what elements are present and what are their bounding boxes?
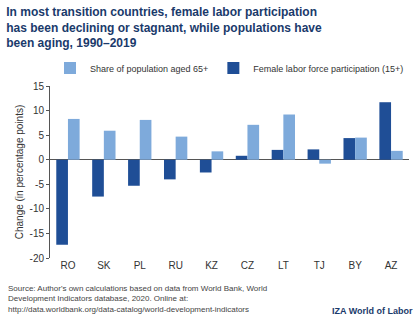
svg-text:TJ: TJ [314, 260, 325, 271]
svg-text:0: 0 [38, 154, 44, 165]
svg-text:BY: BY [348, 260, 362, 271]
svg-text:RU: RU [168, 260, 182, 271]
svg-text:PL: PL [134, 260, 147, 271]
svg-text:-5: -5 [35, 179, 44, 190]
svg-text:LT: LT [278, 260, 289, 271]
svg-text:CZ: CZ [241, 260, 254, 271]
svg-text:Share of population aged 65+: Share of population aged 65+ [90, 64, 208, 74]
svg-text:-15: -15 [30, 228, 45, 239]
svg-text:RO: RO [60, 260, 75, 271]
svg-text:Source: Author's own calculati: Source: Author's own calculations based … [8, 284, 267, 314]
svg-text:SK: SK [97, 260, 111, 271]
svg-text:Female labor force participati: Female labor force participation (15+) [253, 64, 403, 74]
svg-text:-20: -20 [30, 253, 45, 264]
svg-text:-10: -10 [30, 203, 45, 214]
svg-text:IZA World of Labor: IZA World of Labor [332, 306, 413, 316]
svg-text:5: 5 [38, 130, 44, 141]
svg-text:In most transition countries,: In most transition countries, female lab… [6, 5, 322, 50]
svg-text:10: 10 [33, 105, 45, 116]
svg-text:Change (in percentage points): Change (in percentage points) [14, 105, 25, 240]
svg-text:KZ: KZ [205, 260, 218, 271]
svg-text:15: 15 [33, 81, 45, 92]
svg-text:AZ: AZ [385, 260, 398, 271]
